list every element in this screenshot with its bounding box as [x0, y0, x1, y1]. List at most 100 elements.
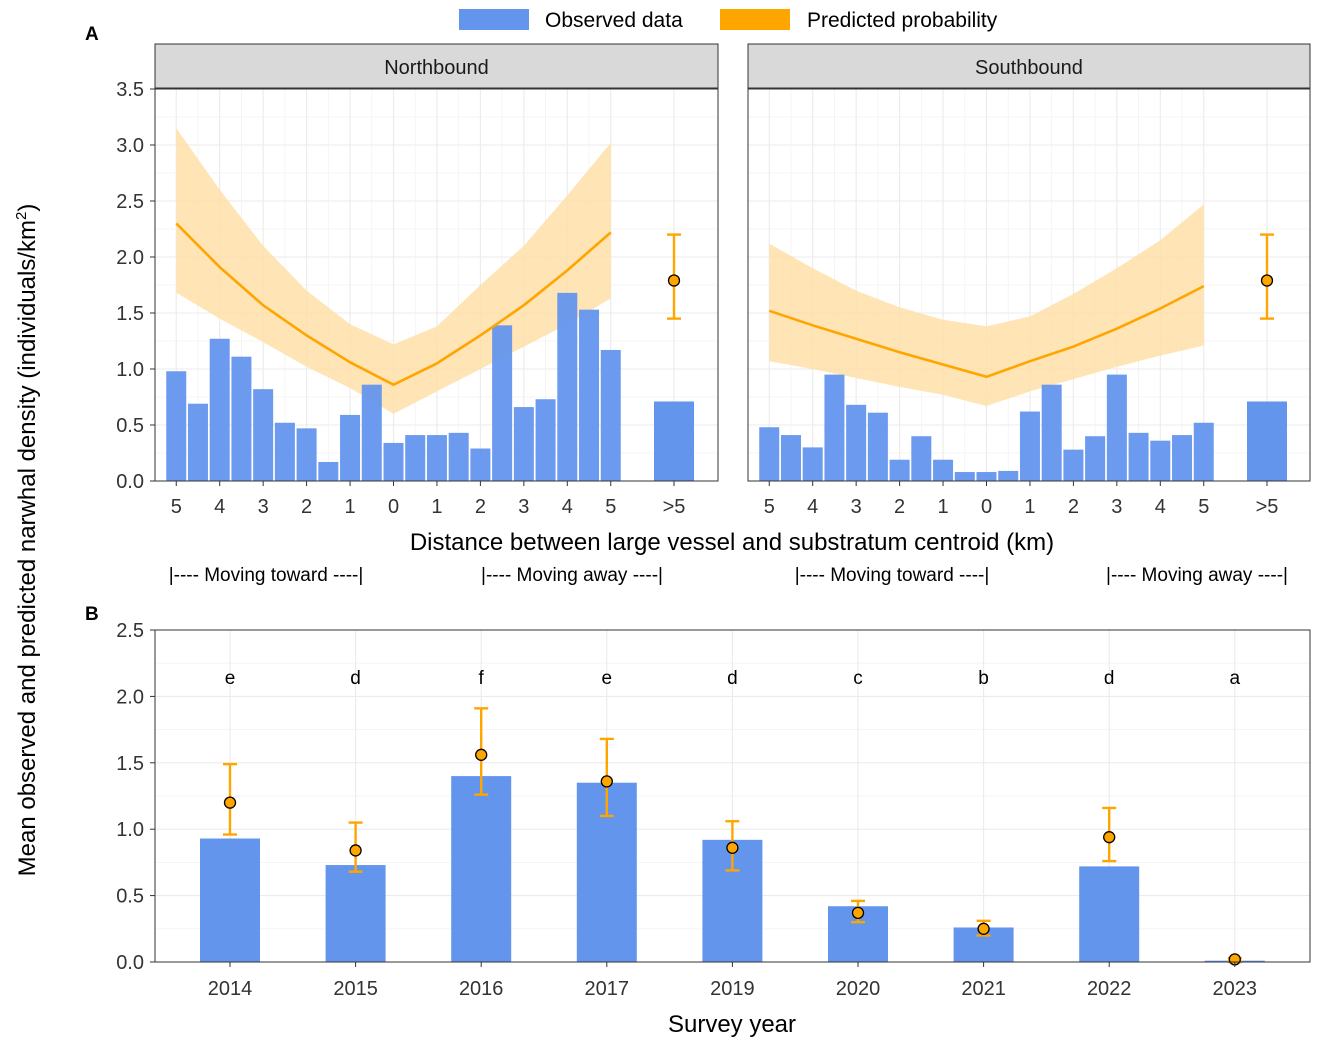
significance-letter-2020: c	[853, 668, 863, 689]
southbound-bar	[1019, 411, 1040, 481]
significance-letter-2016: f	[479, 668, 485, 689]
southbound-bar	[976, 472, 997, 481]
panel-a-y-tick-label: 0.0	[116, 471, 144, 493]
northbound-x-tick-label: 5	[605, 496, 616, 518]
legend-observed-swatch	[459, 9, 529, 30]
legend: Observed data Predicted probability	[459, 9, 998, 32]
panel-a-tag: A	[85, 24, 99, 45]
panel-a-x-axis-title: Distance between large vessel and substr…	[410, 529, 1054, 556]
southbound-bar-beyond-5	[1247, 401, 1287, 481]
southbound-confidence-ribbon	[769, 204, 1204, 406]
northbound-x-tick-label: 2	[301, 496, 312, 518]
southbound-bar	[998, 470, 1019, 481]
year-point-2017	[600, 775, 613, 788]
year-point-2021	[977, 922, 990, 935]
northbound-bar	[513, 407, 534, 481]
northbound-predicted-curve	[175, 222, 612, 386]
southbound-x-tick-label: 1	[1024, 496, 1035, 518]
strip-northbound-label: Northbound	[384, 57, 489, 79]
northbound-bar	[209, 338, 230, 481]
southbound-x-tick-label: 5	[1198, 496, 1209, 518]
northbound-x-tick-label: 5	[171, 496, 182, 518]
northbound-bar	[405, 435, 426, 481]
legend-predicted-swatch	[720, 9, 790, 30]
panel-a-y-axis: 0.0 0.5 1.0 1.5 2.0 2.5 3.0 3.5	[116, 79, 155, 493]
southbound-bar	[933, 459, 954, 481]
northbound-bar	[579, 309, 600, 481]
panel-a-southbound: 5 4 3 2 1 0 1 2 3 4 5 >5	[747, 88, 1311, 518]
northbound-bar	[557, 292, 578, 481]
panel-b-y-tick-label: 2.5	[116, 620, 144, 642]
northbound-bar	[187, 403, 208, 481]
panel-b-y-tick-label: 1.5	[116, 753, 144, 775]
southbound-bar	[1063, 449, 1084, 481]
panel-b-y-tick-label: 0.0	[116, 952, 144, 974]
panel-b-border	[154, 629, 1311, 963]
southbound-bar	[1085, 436, 1106, 481]
southbound-bar	[867, 412, 888, 481]
panel-b-x-tick-label: 2014	[208, 978, 253, 1000]
significance-letter-2014: e	[225, 668, 236, 689]
panel-b-x-tick-label: 2015	[333, 978, 378, 1000]
panel-a-y-tick-label: 2.5	[116, 191, 144, 213]
southbound-x-tick-label: 3	[851, 496, 862, 518]
southbound-bar	[802, 447, 823, 481]
direction-label-south-toward: |---- Moving toward ----|	[795, 565, 990, 586]
northbound-x-tick-label: >5	[663, 496, 686, 518]
southbound-x-tick-label: 3	[1111, 496, 1122, 518]
northbound-bar	[340, 414, 361, 481]
panel-a-y-tick-label: 1.5	[116, 303, 144, 325]
year-point-2014	[223, 796, 237, 809]
southbound-bar	[1106, 374, 1127, 481]
northbound-x-tick-label: 1	[431, 496, 442, 518]
panel-b-y-tick-label: 0.5	[116, 886, 144, 908]
direction-label-north-away: |---- Moving away ----|	[481, 565, 663, 586]
southbound-bar	[911, 436, 932, 481]
northbound-bar	[448, 432, 469, 481]
strip-southbound	[747, 43, 1311, 89]
northbound-x-tick-label: 1	[344, 496, 355, 518]
year-bar-2014	[200, 838, 260, 962]
panel-b-x-tick-label: 2017	[585, 978, 630, 1000]
northbound-bar	[535, 399, 556, 481]
southbound-x-tick-label: 4	[1155, 496, 1166, 518]
panel-a-y-tick-label: 3.5	[116, 79, 144, 101]
southbound-x-tick-label: 4	[807, 496, 818, 518]
northbound-bar	[600, 349, 621, 481]
northbound-bar	[296, 428, 317, 481]
significance-letter-2019: d	[727, 668, 738, 689]
southbound-bar	[780, 435, 801, 481]
northbound-bar	[166, 371, 187, 481]
strip-northbound	[154, 43, 719, 89]
y-axis-title-close: )	[14, 204, 41, 212]
southbound-bar	[824, 374, 845, 481]
southbound-bar	[1193, 422, 1214, 481]
southbound-bar	[1128, 432, 1149, 481]
northbound-bar	[470, 448, 491, 481]
southbound-x-tick-label: 1	[937, 496, 948, 518]
northbound-x-tick-label: 4	[214, 496, 225, 518]
southbound-x-tick-label: >5	[1256, 496, 1279, 518]
panel-b-y-tick-label: 1.0	[116, 819, 144, 841]
northbound-x-tick-label: 2	[475, 496, 486, 518]
panel-a-y-tick-label: 0.5	[116, 415, 144, 437]
southbound-bar	[1172, 435, 1193, 481]
panel-b-x-tick-label: 2023	[1213, 978, 1258, 1000]
northbound-point-beyond-5	[667, 274, 681, 287]
southbound-x-tick-label: 2	[894, 496, 905, 518]
northbound-bar	[231, 356, 252, 481]
panel-b-plot: e 2014 d 2015 f 2016 e 2017 d 2019 c 2020 b 2021 d 2022…	[116, 620, 1311, 1000]
direction-label-north-toward: |---- Moving toward ----|	[169, 565, 364, 586]
southbound-x-tick-label: 2	[1068, 496, 1079, 518]
northbound-x-tick-label: 4	[562, 496, 573, 518]
southbound-bar	[846, 404, 867, 481]
northbound-x-tick-label: 3	[518, 496, 529, 518]
southbound-predicted-curve	[768, 284, 1205, 379]
strip-southbound-label: Southbound	[975, 57, 1083, 79]
year-bar-2016	[451, 776, 512, 962]
year-bar-2015	[325, 865, 386, 962]
y-axis-title-text: Mean observed and predicted narwhal dens…	[14, 220, 41, 876]
significance-letter-2017: e	[602, 668, 613, 689]
southbound-panel-border	[747, 88, 1311, 482]
northbound-bar	[383, 442, 404, 481]
